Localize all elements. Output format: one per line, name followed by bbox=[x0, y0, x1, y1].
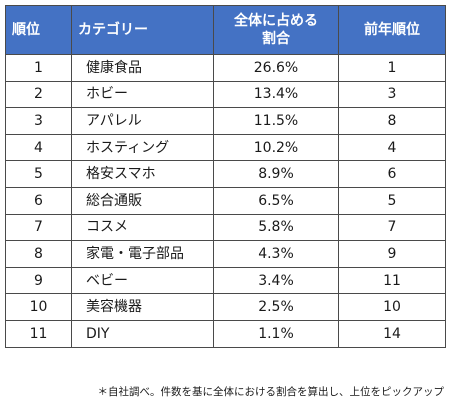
table-header: 順位 カテゴリー 全体に占める 割合 前年順位 bbox=[5, 5, 446, 55]
cell-category: ベビー bbox=[71, 266, 214, 295]
cell-rank: 6 bbox=[5, 186, 72, 215]
cell-share: 3.4% bbox=[213, 266, 339, 295]
header-rank: 順位 bbox=[5, 5, 72, 55]
cell-share: 4.3% bbox=[213, 240, 339, 268]
table-row: 2 ホビー 13.4% 3 bbox=[5, 80, 446, 109]
cell-share: 13.4% bbox=[213, 80, 339, 109]
cell-prev-rank: 9 bbox=[338, 240, 446, 268]
cell-category: アパレル bbox=[71, 107, 214, 135]
cell-rank: 9 bbox=[5, 266, 72, 295]
cell-share: 10.2% bbox=[213, 133, 339, 162]
cell-prev-rank: 10 bbox=[338, 293, 446, 321]
cell-category: 健康食品 bbox=[71, 54, 214, 82]
cell-rank: 5 bbox=[5, 160, 72, 188]
cell-prev-rank: 6 bbox=[338, 160, 446, 188]
ranking-table-container: 順位 カテゴリー 全体に占める 割合 前年順位 1 健康食品 26.6% 1 2… bbox=[5, 5, 446, 348]
table-row: 11 DIY 1.1% 14 bbox=[5, 319, 446, 348]
cell-category: ホスティング bbox=[71, 133, 214, 162]
category-ranking-table: 順位 カテゴリー 全体に占める 割合 前年順位 1 健康食品 26.6% 1 2… bbox=[5, 5, 446, 348]
table-row: 7 コスメ 5.8% 7 bbox=[5, 213, 446, 242]
cell-rank: 10 bbox=[5, 293, 72, 321]
table-row: 10 美容機器 2.5% 10 bbox=[5, 293, 446, 321]
cell-category: コスメ bbox=[71, 213, 214, 242]
cell-rank: 1 bbox=[5, 54, 72, 82]
cell-share: 1.1% bbox=[213, 319, 339, 348]
cell-prev-rank: 8 bbox=[338, 107, 446, 135]
table-row: 8 家電・電子部品 4.3% 9 bbox=[5, 240, 446, 268]
header-share-line1: 全体に占める bbox=[234, 13, 318, 29]
cell-prev-rank: 3 bbox=[338, 80, 446, 109]
header-share: 全体に占める 割合 bbox=[213, 5, 339, 55]
header-row: 順位 カテゴリー 全体に占める 割合 前年順位 bbox=[5, 5, 446, 55]
table-body: 1 健康食品 26.6% 1 2 ホビー 13.4% 3 3 アパレル 11.5… bbox=[5, 54, 446, 348]
cell-rank: 11 bbox=[5, 319, 72, 348]
cell-share: 26.6% bbox=[213, 54, 339, 82]
table-row: 5 格安スマホ 8.9% 6 bbox=[5, 160, 446, 188]
table-row: 4 ホスティング 10.2% 4 bbox=[5, 133, 446, 162]
header-category: カテゴリー bbox=[71, 5, 214, 55]
cell-prev-rank: 5 bbox=[338, 186, 446, 215]
table-row: 3 アパレル 11.5% 8 bbox=[5, 107, 446, 135]
header-share-line2: 割合 bbox=[262, 31, 290, 47]
cell-rank: 7 bbox=[5, 213, 72, 242]
cell-share: 8.9% bbox=[213, 160, 339, 188]
table-row: 9 ベビー 3.4% 11 bbox=[5, 266, 446, 295]
table-row: 1 健康食品 26.6% 1 bbox=[5, 54, 446, 82]
cell-category: 家電・電子部品 bbox=[71, 240, 214, 268]
cell-share: 2.5% bbox=[213, 293, 339, 321]
table-row: 6 総合通販 6.5% 5 bbox=[5, 186, 446, 215]
cell-rank: 3 bbox=[5, 107, 72, 135]
footnote: ＊自社調べ。件数を基に全体における割合を算出し、上位をピックアップ bbox=[97, 386, 445, 398]
cell-prev-rank: 1 bbox=[338, 54, 446, 82]
cell-prev-rank: 4 bbox=[338, 133, 446, 162]
cell-category: ホビー bbox=[71, 80, 214, 109]
cell-category: DIY bbox=[71, 319, 214, 348]
cell-category: 美容機器 bbox=[71, 293, 214, 321]
cell-rank: 2 bbox=[5, 80, 72, 109]
cell-rank: 4 bbox=[5, 133, 72, 162]
cell-rank: 8 bbox=[5, 240, 72, 268]
cell-prev-rank: 7 bbox=[338, 213, 446, 242]
cell-share: 11.5% bbox=[213, 107, 339, 135]
cell-prev-rank: 11 bbox=[338, 266, 446, 295]
cell-share: 5.8% bbox=[213, 213, 339, 242]
cell-prev-rank: 14 bbox=[338, 319, 446, 348]
header-prev-rank: 前年順位 bbox=[338, 5, 446, 55]
cell-category: 総合通販 bbox=[71, 186, 214, 215]
cell-category: 格安スマホ bbox=[71, 160, 214, 188]
cell-share: 6.5% bbox=[213, 186, 339, 215]
